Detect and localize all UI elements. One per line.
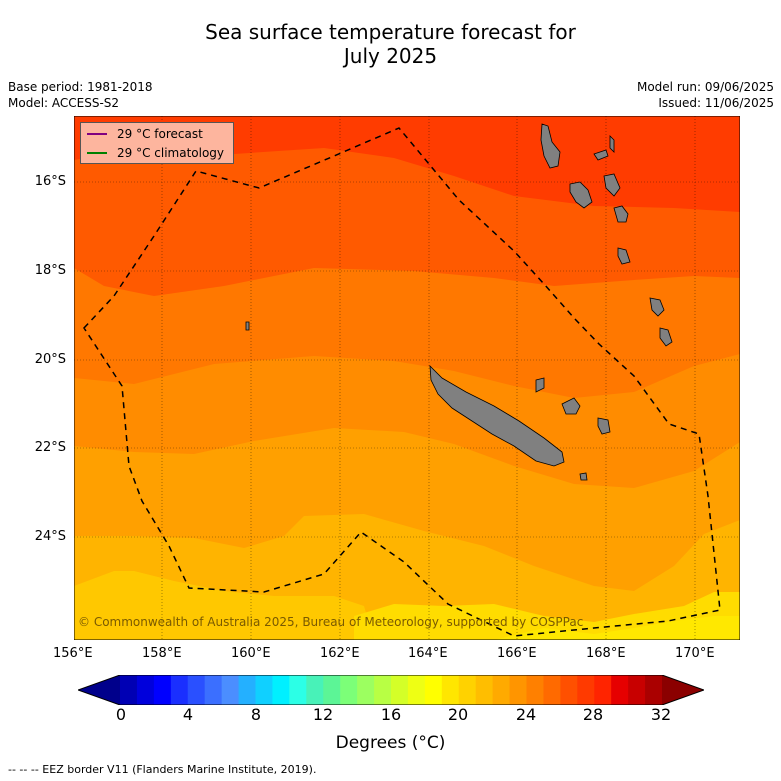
colorbar-swatch [577,675,595,705]
y-tick-24s: 24°S [34,529,66,544]
new-caledonia-main-island [429,364,565,467]
colorbar [78,675,704,705]
colorbar-swatch [187,675,206,705]
forecast-line-swatch [87,133,107,135]
colorbar-swatch [289,675,307,705]
y-tick-20s: 20°S [34,352,66,367]
colorbar-title: Degrees (°C) [335,733,446,753]
colorbar-swatch [611,675,629,705]
sst-map [74,116,740,640]
x-tick-160e: 160°E [231,646,271,661]
vanuatu-small-3 [603,173,621,197]
colorbar-swatch [306,675,324,705]
colorbar-swatch [424,675,443,705]
loyalty-island-2 [597,417,611,435]
map-title-line1: Sea surface temperature forecast for [205,20,576,44]
colorbar-swatch [323,675,341,705]
colorbar-swatch [475,675,494,705]
colorbar-swatch [221,675,240,705]
x-tick-168e: 168°E [586,646,626,661]
y-tick-22s: 22°S [34,440,66,455]
colorbar-swatch [628,675,646,705]
sst-band-7 [74,571,374,640]
colorbar-swatch [136,675,155,705]
colorbar-tick-4: 4 [182,705,194,724]
vanuatu-tanna [659,327,673,347]
x-tick-162e: 162°E [320,646,360,661]
map-legend: 29 °C forecast 29 °C climatology [80,122,234,164]
colorbar-swatch [458,675,477,705]
map-title-line2: July 2025 [343,44,438,68]
loyalty-island-3 [535,377,545,393]
y-tick-18s: 18°S [34,263,66,278]
colorbar-tick-20: 20 [447,705,469,724]
colorbar-swatch [526,675,544,705]
x-tick-166e: 166°E [497,646,537,661]
isle-of-pines [579,472,588,481]
colorbar-swatch [645,675,663,705]
colorbar-swatch [272,675,290,705]
colorbar-tick-28: 28 [582,705,604,724]
colorbar-tick-16: 16 [380,705,402,724]
legend-climatology-label: 29 °C climatology [117,146,225,160]
vanuatu-efate [613,205,629,223]
x-tick-158e: 158°E [142,646,182,661]
colorbar-swatch [357,675,375,705]
vanuatu-erromango [649,297,665,317]
colorbar-swatch [238,675,256,705]
colorbar-swatch [170,675,189,705]
model-label: Model: ACCESS-S2 [8,96,120,110]
colorbar-swatch [255,675,273,705]
colorbar-tick-24: 24 [515,705,537,724]
colorbar-swatch [594,675,612,705]
colorbar-swatch [543,675,561,705]
colorbar-tick-8: 8 [250,705,262,724]
eez-footnote: -- -- -- EEZ border V11 (Flanders Marine… [8,763,317,776]
vanuatu-epi [617,247,631,265]
x-tick-156e: 156°E [53,646,93,661]
colorbar-tick-32: 32 [650,705,672,724]
colorbar-swatch [204,675,223,705]
issued-label: Issued: 11/06/2025 [658,96,774,110]
eez-border [83,127,721,637]
vanuatu-small-1 [593,149,609,161]
y-tick-16s: 16°S [34,174,66,189]
colorbar-swatch [441,675,460,705]
sst-band-9 [494,616,740,640]
vanuatu-small-2 [609,135,615,153]
x-tick-170e: 170°E [675,646,715,661]
chesterfield-islet [245,321,250,331]
x-tick-164e: 164°E [408,646,448,661]
colorbar-swatch [374,675,392,705]
colorbar-swatch [120,675,138,705]
vanuatu-espiritu-santo [540,123,561,169]
colorbar-swatch [492,675,511,705]
vanuatu-malekula [569,181,593,209]
colorbar-swatch [340,675,358,705]
climatology-line-swatch [87,152,107,154]
colorbar-tick-0: 0 [115,705,127,724]
colorbar-swatch [560,675,578,705]
colorbar-swatch [391,675,409,705]
copyright-notice: © Commonwealth of Australia 2025, Bureau… [78,615,584,629]
model-run-label: Model run: 09/06/2025 [636,80,774,94]
colorbar-swatch [509,675,527,705]
colorbar-tick-12: 12 [312,705,334,724]
loyalty-island-1 [561,397,581,415]
colorbar-swatch [407,675,426,705]
colorbar-over-arrow [662,675,704,705]
colorbar-swatch [153,675,172,705]
legend-forecast-label: 29 °C forecast [117,127,203,141]
base-period-label: Base period: 1981-2018 [8,80,153,94]
colorbar-under-arrow [78,675,120,705]
